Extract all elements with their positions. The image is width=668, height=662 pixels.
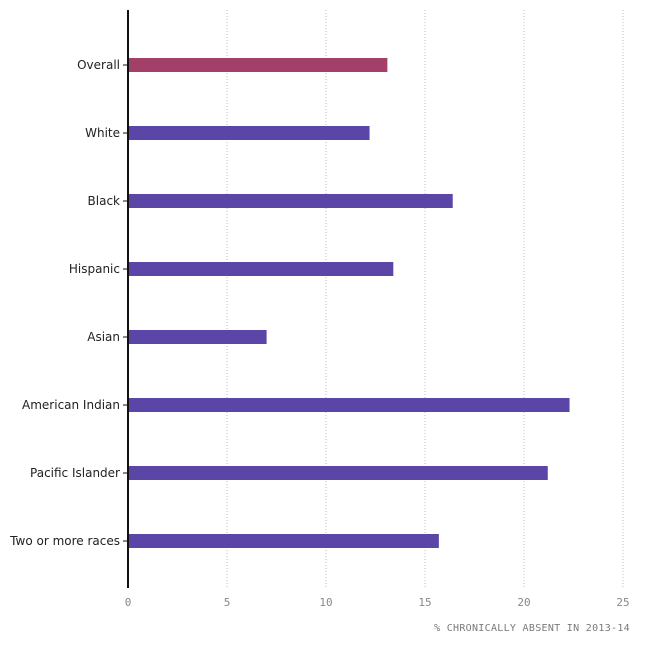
bars (128, 58, 570, 548)
x-tick-label-15: 15 (418, 596, 431, 609)
category-label-american-indian: American Indian (22, 398, 120, 412)
category-label-black: Black (88, 194, 121, 208)
category-labels: Overall White Black Hispanic Asian American I… (9, 58, 120, 548)
y-axis (123, 10, 129, 588)
x-tick-label-20: 20 (517, 596, 530, 609)
gridlines (226, 10, 624, 588)
bar-black (128, 194, 453, 208)
x-tick-label-0: 0 (125, 596, 132, 609)
x-tick-label-5: 5 (224, 596, 231, 609)
bar-american-indian (128, 398, 570, 412)
bar-overall (128, 58, 388, 72)
bar-two-or-more-races (128, 534, 439, 548)
x-axis-title: % CHRONICALLY ABSENT IN 2013-14 (434, 623, 630, 634)
category-label-white: White (85, 126, 120, 140)
category-label-pacific-islander: Pacific Islander (30, 466, 120, 480)
bar-white (128, 126, 370, 140)
x-tick-label-10: 10 (319, 596, 332, 609)
bar-hispanic (128, 262, 394, 276)
category-label-overall: Overall (77, 58, 120, 72)
x-tick-label-25: 25 (616, 596, 629, 609)
category-label-hispanic: Hispanic (69, 262, 120, 276)
category-label-asian: Asian (87, 330, 120, 344)
x-tick-labels: 0 5 10 15 20 25 (125, 596, 630, 609)
category-label-two-or-more-races: Two or more races (9, 534, 120, 548)
bar-asian (128, 330, 267, 344)
bar-pacific-islander (128, 466, 548, 480)
